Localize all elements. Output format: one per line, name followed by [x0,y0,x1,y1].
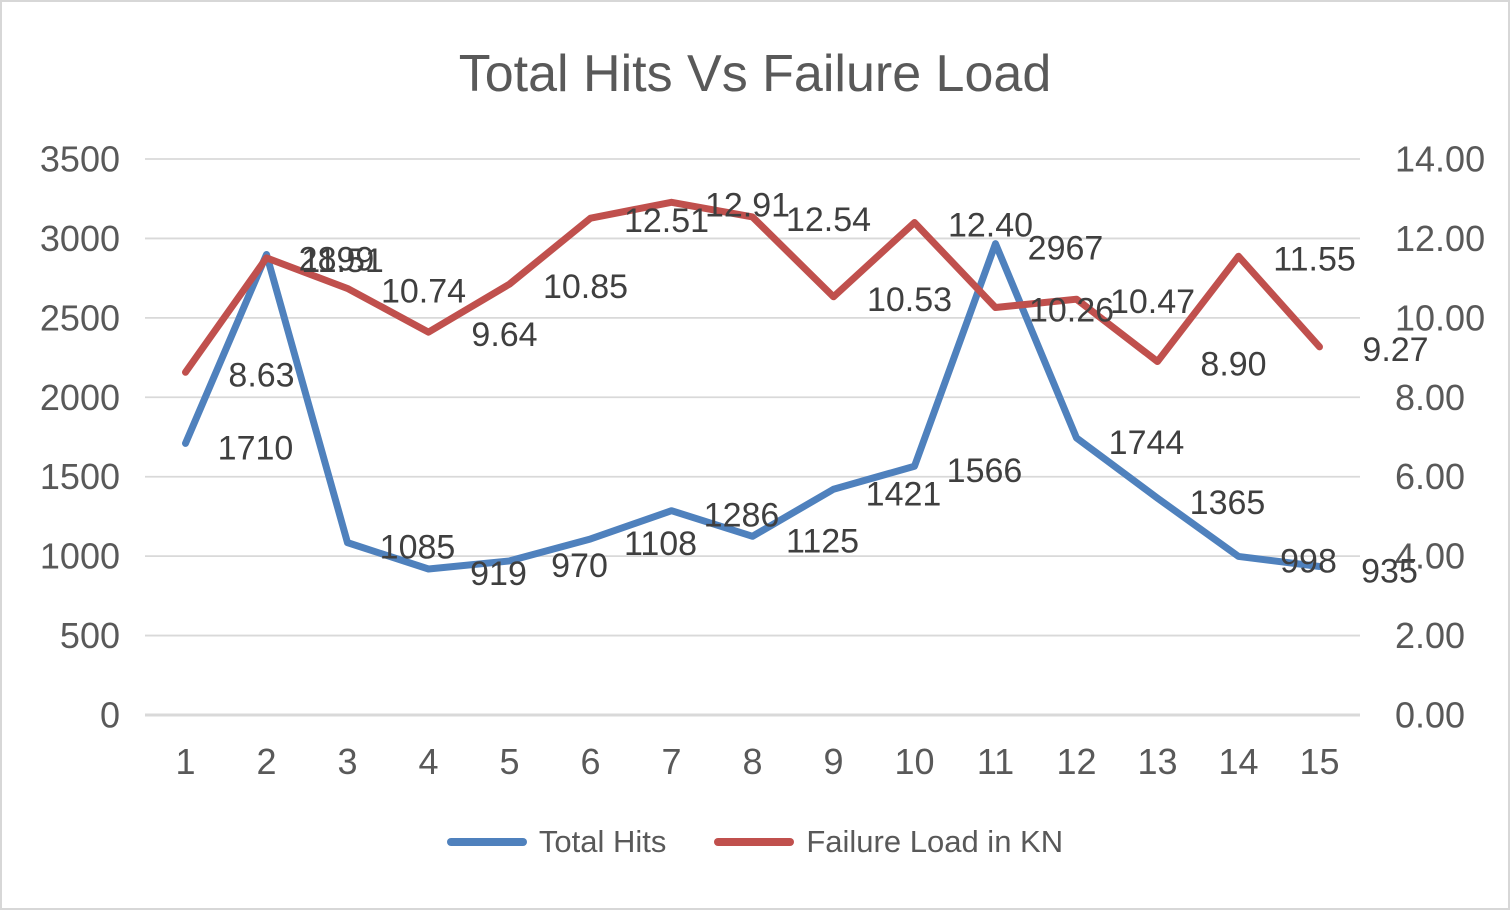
legend: Total Hits Failure Load in KN [2,824,1508,860]
data-label-total-hits: 998 [1280,542,1337,580]
right-axis-tick: 14.00 [1395,139,1485,180]
left-axis-tick: 2000 [40,377,120,418]
x-axis-tick: 13 [1137,741,1177,782]
data-label-total-hits: 1125 [786,522,859,560]
left-axis-tick: 3500 [40,139,120,180]
x-axis-tick: 4 [418,741,438,782]
data-label-failure-load-in-kn: 12.54 [786,201,871,239]
data-label-failure-load-in-kn: 10.74 [381,272,466,310]
data-label-total-hits: 1421 [866,475,942,513]
left-axis-tick: 1500 [40,456,120,497]
left-axis-tick: 0 [100,695,120,736]
x-axis-tick: 12 [1056,741,1096,782]
series-line-total-hits [182,240,1323,573]
series-line-failure-load-in-kn [182,198,1323,376]
data-label-total-hits: 1744 [1109,424,1185,462]
data-label-failure-load-in-kn: 12.51 [624,202,709,240]
data-label-failure-load-in-kn: 10.47 [1110,283,1195,321]
data-label-failure-load-in-kn: 11.51 [301,242,384,280]
legend-label-failure-load: Failure Load in KN [806,824,1064,859]
data-label-failure-load-in-kn: 8.90 [1200,346,1266,384]
x-axis-tick: 10 [894,741,934,782]
x-axis-tick: 15 [1299,741,1339,782]
data-label-failure-load-in-kn: 8.63 [228,356,294,394]
x-axis-tick: 14 [1218,741,1258,782]
left-axis-tick: 2500 [40,297,120,338]
data-label-failure-load-in-kn: 9.27 [1362,331,1428,369]
data-label-failure-load-in-kn: 12.91 [705,186,790,224]
right-axis-tick: 12.00 [1395,218,1485,259]
legend-label-total-hits: Total Hits [538,824,667,859]
x-axis-tick: 11 [977,741,1014,782]
data-label-total-hits: 1710 [218,429,294,467]
x-axis-tick: 1 [175,741,195,782]
left-axis-tick: 3000 [40,218,120,259]
data-label-total-hits: 2967 [1028,230,1104,268]
data-label-total-hits: 2899 [299,240,375,278]
data-label-failure-load-in-kn: 10.85 [543,268,628,306]
left-axis-tick: 500 [60,615,120,656]
right-axis-tick: 10.00 [1395,297,1485,338]
data-label-total-hits: 1566 [947,452,1023,490]
legend-item-failure-load: Failure Load in KN [714,824,1063,860]
chart-title: Total Hits Vs Failure Load [458,45,1052,103]
right-axis-tick: 6.00 [1395,456,1465,497]
x-axis-tick: 7 [661,741,681,782]
data-label-total-hits: 1365 [1190,484,1266,522]
data-label-failure-load-in-kn: 12.40 [948,207,1033,245]
x-axis-tick: 8 [742,741,762,782]
legend-swatch-total-hits [446,838,527,846]
data-label-total-hits: 1286 [704,497,780,535]
x-axis-tick: 3 [337,741,357,782]
right-axis-tick: 0.00 [1395,695,1465,736]
x-axis-tick: 2 [256,741,276,782]
right-axis-tick: 8.00 [1395,377,1465,418]
x-axis-tick: 6 [580,741,600,782]
x-axis-tick: 9 [823,741,843,782]
data-label-failure-load-in-kn: 9.64 [471,316,537,354]
right-axis-tick: 4.00 [1395,536,1465,577]
right-axis-tick: 2.00 [1395,615,1465,656]
data-label-total-hits: 935 [1361,552,1418,590]
legend-item-total-hits: Total Hits [446,824,667,860]
legend-swatch-failure-load [714,838,795,846]
data-label-total-hits: 1085 [380,529,456,567]
data-label-failure-load-in-kn: 11.55 [1273,240,1356,278]
left-axis-tick: 1000 [40,536,120,577]
data-label-total-hits: 1108 [624,525,697,563]
x-axis-tick: 5 [499,741,519,782]
data-label-total-hits: 970 [551,547,608,585]
data-label-failure-load-in-kn: 10.26 [1029,292,1114,330]
data-label-failure-load-in-kn: 10.53 [867,281,952,319]
data-label-total-hits: 919 [470,555,527,593]
